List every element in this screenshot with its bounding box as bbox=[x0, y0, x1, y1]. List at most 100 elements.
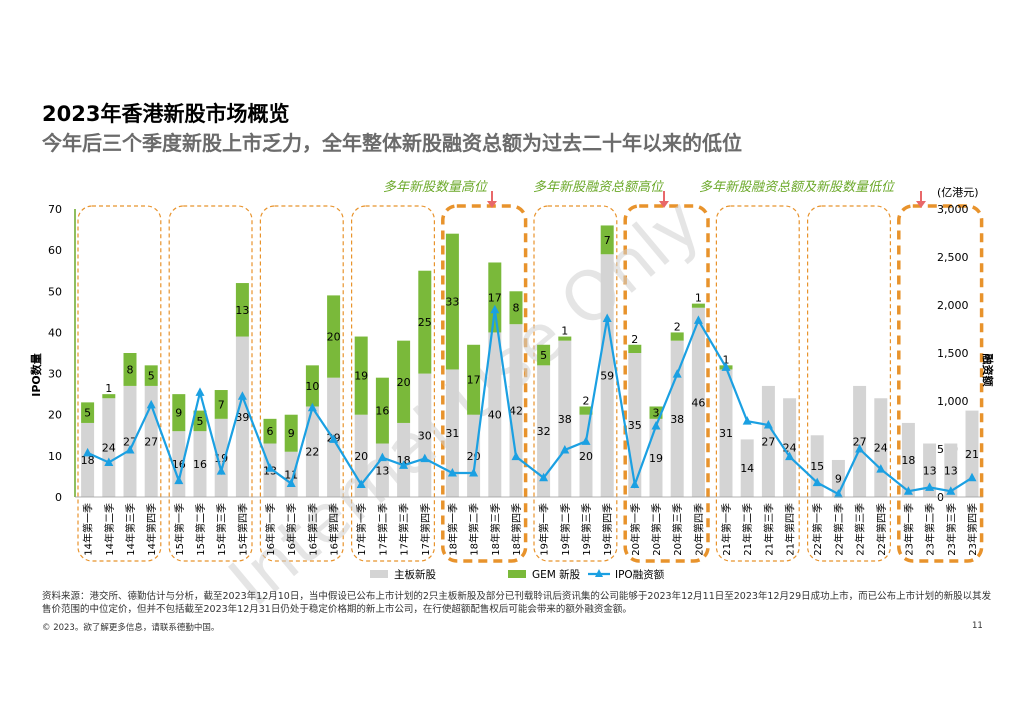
bar-gem bbox=[537, 344, 551, 366]
bar-main-board bbox=[649, 418, 663, 497]
marker-ipo-funds bbox=[763, 420, 773, 429]
marker-ipo-funds bbox=[693, 315, 703, 324]
bar-main-board bbox=[965, 410, 979, 497]
label-gem: 9 bbox=[175, 407, 182, 420]
year-group-box bbox=[259, 205, 344, 562]
annotation-arrow-head bbox=[487, 201, 497, 208]
bar-main-board bbox=[719, 369, 733, 497]
x-tick-label: 23年第二季 bbox=[924, 503, 937, 556]
marker-ipo-funds bbox=[399, 460, 409, 469]
legend-swatch-main-board bbox=[370, 570, 388, 578]
marker-ipo-funds bbox=[785, 451, 795, 461]
label-main-board: 32 bbox=[537, 425, 551, 438]
label-gem: 1 bbox=[105, 382, 112, 395]
x-tick-label: 21年第二季 bbox=[741, 503, 754, 556]
label-main-board: 59 bbox=[600, 370, 614, 383]
label-gem: 7 bbox=[604, 234, 611, 247]
label-main-board: 38 bbox=[558, 413, 572, 426]
x-tick-label: 20年第四季 bbox=[692, 503, 705, 556]
y-right-tick: 1,500 bbox=[937, 347, 969, 360]
x-tick-label: 17年第三季 bbox=[398, 503, 411, 556]
label-main-board: 31 bbox=[445, 427, 459, 440]
marker-ipo-funds bbox=[447, 468, 457, 477]
marker-ipo-funds bbox=[286, 478, 296, 488]
marker-ipo-funds bbox=[125, 444, 135, 454]
bar-gem bbox=[628, 344, 642, 353]
year-group-box bbox=[168, 205, 253, 562]
legend-label-ipo-funds: IPO融资额 bbox=[615, 568, 665, 581]
y-left-tick: 0 bbox=[55, 491, 62, 504]
label-main-board: 42 bbox=[509, 405, 523, 418]
label-gem: 7 bbox=[218, 398, 225, 411]
label-main-board: 40 bbox=[488, 409, 502, 422]
bar-gem bbox=[488, 262, 502, 333]
x-tick-label: 15年第三季 bbox=[215, 503, 228, 556]
legend-swatch-gem bbox=[508, 570, 526, 578]
label-gem: 1 bbox=[723, 353, 730, 366]
annotation-funds-high: 多年新股融资总额高位 bbox=[533, 180, 664, 195]
bar-main-board bbox=[944, 443, 958, 497]
marker-ipo-funds bbox=[581, 436, 591, 445]
x-tick-label: 18年第一季 bbox=[446, 503, 459, 556]
y-right-unit: (亿港元) bbox=[937, 186, 979, 199]
copyright: © 2023。欲了解更多信息，请联系德勤中国。 bbox=[42, 623, 220, 633]
label-gem: 10 bbox=[305, 380, 319, 393]
y-right-tick: 2,000 bbox=[937, 299, 969, 312]
bar-main-board bbox=[901, 422, 915, 497]
marker-ipo-funds bbox=[560, 444, 570, 454]
x-tick-label: 15年第二季 bbox=[194, 503, 207, 556]
year-group-box bbox=[533, 205, 618, 562]
bar-main-board bbox=[600, 254, 614, 497]
y-left-tick: 70 bbox=[48, 203, 62, 216]
line-ipo-funds bbox=[87, 309, 973, 496]
label-main-board: 39 bbox=[235, 411, 249, 424]
marker-ipo-funds bbox=[420, 453, 430, 463]
x-tick-label: 20年第一季 bbox=[629, 503, 642, 556]
label-gem: 5 bbox=[540, 349, 547, 362]
bar-main-board bbox=[235, 336, 249, 497]
marker-ipo-funds bbox=[925, 482, 935, 491]
marker-ipo-funds bbox=[377, 452, 387, 462]
bar-main-board bbox=[445, 369, 459, 497]
bar-main-board bbox=[418, 373, 432, 497]
marker-ipo-funds bbox=[651, 420, 661, 430]
y-left-tick: 20 bbox=[48, 409, 62, 422]
x-tick-label: 21年第三季 bbox=[762, 503, 775, 556]
x-tick-label: 14年第四季 bbox=[145, 503, 158, 556]
label-main-board: 24 bbox=[874, 442, 888, 455]
bar-gem bbox=[81, 402, 95, 423]
marker-ipo-funds bbox=[104, 457, 114, 466]
label-main-board: 27 bbox=[853, 435, 867, 448]
label-main-board: 30 bbox=[418, 429, 432, 442]
bar-main-board bbox=[102, 398, 116, 497]
x-tick-label: 16年第三季 bbox=[306, 503, 319, 556]
label-gem: 3 bbox=[653, 407, 660, 420]
label-gem: 2 bbox=[583, 394, 590, 407]
label-main-board: 15 bbox=[810, 460, 824, 473]
bar-gem bbox=[467, 344, 481, 415]
x-tick-label: 21年第一季 bbox=[720, 503, 733, 556]
marker-ipo-funds bbox=[721, 362, 731, 371]
page-number: 11 bbox=[972, 621, 983, 631]
bar-main-board bbox=[305, 406, 319, 497]
bar-gem bbox=[691, 303, 705, 308]
marker-ipo-funds bbox=[195, 387, 205, 396]
marker-ipo-funds bbox=[511, 451, 521, 461]
label-main-board: 21 bbox=[965, 448, 979, 461]
label-gem: 2 bbox=[631, 333, 638, 346]
bar-gem bbox=[235, 283, 249, 337]
bar-gem bbox=[600, 225, 614, 255]
marker-ipo-funds bbox=[903, 486, 913, 495]
bar-main-board bbox=[853, 385, 867, 497]
page-title: 2023年香港新股市场概览 bbox=[42, 102, 290, 126]
x-tick-label: 15年第一季 bbox=[173, 503, 186, 556]
bar-main-board bbox=[923, 443, 937, 497]
legend-label-main-board: 主板新股 bbox=[394, 568, 436, 581]
label-main-board: 38 bbox=[670, 413, 684, 426]
marker-ipo-funds bbox=[876, 464, 886, 473]
bar-gem bbox=[214, 390, 228, 419]
label-gem: 17 bbox=[488, 291, 502, 304]
legend-label-gem: GEM 新股 bbox=[532, 568, 581, 581]
bar-main-board bbox=[397, 422, 411, 497]
